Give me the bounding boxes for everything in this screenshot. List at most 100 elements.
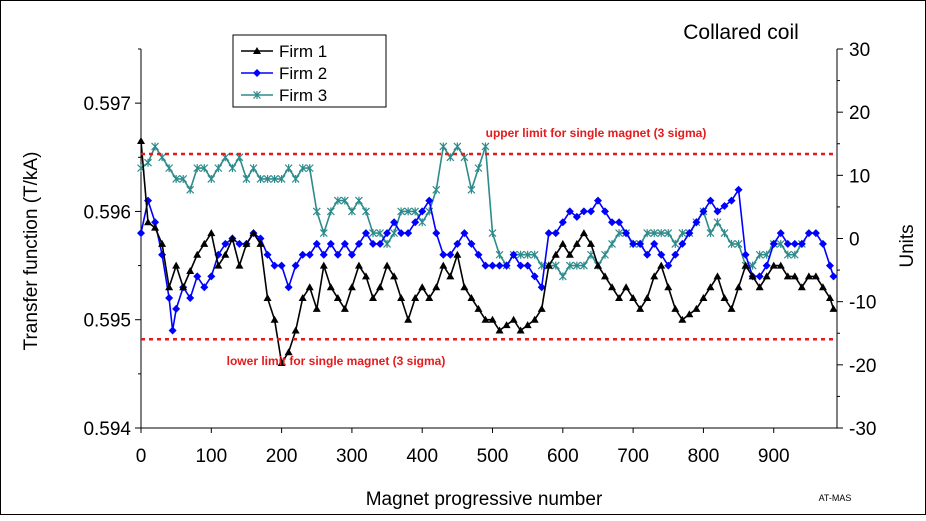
data-point xyxy=(692,218,701,227)
data-point xyxy=(165,283,174,291)
data-point xyxy=(544,261,553,269)
data-point xyxy=(488,261,497,270)
data-point xyxy=(221,250,230,258)
data-point xyxy=(692,304,701,312)
data-point xyxy=(643,229,652,238)
data-point xyxy=(755,250,764,259)
legend-marker xyxy=(253,47,261,54)
data-point xyxy=(572,212,581,221)
data-point xyxy=(629,239,638,248)
data-point xyxy=(829,304,838,312)
data-point xyxy=(829,272,838,281)
x-axis-label: Magnet progressive number xyxy=(366,489,603,510)
data-point xyxy=(481,142,490,151)
y-tick-label: 0.595 xyxy=(83,311,131,332)
data-point xyxy=(593,196,602,205)
data-point xyxy=(762,272,771,280)
data-point xyxy=(467,239,476,248)
data-point xyxy=(319,261,328,269)
data-point xyxy=(530,250,539,259)
data-point xyxy=(333,196,342,205)
data-point xyxy=(671,304,680,312)
data-point xyxy=(811,229,820,238)
data-point xyxy=(460,283,469,291)
data-point xyxy=(537,283,546,292)
data-point xyxy=(137,137,145,145)
legend: Firm 1 Firm 2 Firm 3 xyxy=(232,34,387,108)
data-point xyxy=(664,229,673,238)
data-point xyxy=(242,239,251,247)
x-tick-label: 100 xyxy=(195,446,227,467)
footer-label: AT-MAS xyxy=(819,493,852,503)
x-tick-label: 600 xyxy=(547,446,579,467)
data-point xyxy=(734,283,743,291)
data-point xyxy=(390,229,399,238)
data-point xyxy=(495,261,504,270)
data-point xyxy=(727,196,736,205)
data-point xyxy=(383,229,392,238)
data-point xyxy=(168,326,177,335)
data-point xyxy=(636,239,645,248)
data-point xyxy=(741,250,750,259)
data-point xyxy=(790,239,799,248)
data-point xyxy=(397,229,406,238)
data-point xyxy=(333,294,342,302)
data-point xyxy=(706,229,715,238)
data-point xyxy=(172,174,181,183)
x-tick-label: 400 xyxy=(406,446,438,467)
data-point xyxy=(706,196,715,205)
data-point xyxy=(186,185,195,194)
data-point xyxy=(228,164,237,173)
data-point xyxy=(298,164,307,173)
data-point xyxy=(432,185,441,194)
data-point xyxy=(347,283,356,291)
data-point xyxy=(193,272,202,281)
series-2 xyxy=(137,185,838,335)
data-point xyxy=(671,239,680,248)
data-point xyxy=(572,261,581,270)
data-point xyxy=(390,218,399,227)
y2-tick-label: 10 xyxy=(849,166,870,187)
data-point xyxy=(312,304,321,312)
data-point xyxy=(579,229,588,237)
data-point xyxy=(453,142,462,151)
legend-entry: Firm 2 xyxy=(241,64,327,83)
data-point xyxy=(523,261,532,270)
chart-title: Collared coil xyxy=(683,21,799,44)
data-point xyxy=(755,272,764,281)
x-tick-label: 800 xyxy=(688,446,720,467)
legend-marker xyxy=(253,91,261,99)
data-point xyxy=(312,239,321,248)
data-point xyxy=(741,261,750,269)
data-point xyxy=(319,250,328,259)
data-point xyxy=(558,218,567,227)
data-point xyxy=(397,294,406,302)
data-point xyxy=(685,310,694,318)
data-point xyxy=(186,266,195,274)
data-point xyxy=(783,239,792,248)
data-point xyxy=(720,294,729,302)
data-point xyxy=(467,185,476,194)
data-point xyxy=(347,207,356,216)
data-point xyxy=(383,239,391,248)
data-point xyxy=(544,229,553,238)
data-point xyxy=(256,174,265,183)
data-point xyxy=(565,250,574,258)
data-point xyxy=(235,239,244,248)
data-point xyxy=(270,174,279,183)
data-point xyxy=(340,239,349,248)
data-point xyxy=(355,196,363,205)
data-point xyxy=(495,326,504,334)
data-point xyxy=(804,272,813,280)
data-point xyxy=(207,272,216,281)
data-point xyxy=(298,250,307,259)
data-point xyxy=(579,207,588,216)
data-point xyxy=(326,283,335,291)
series-1 xyxy=(137,137,838,367)
y-tick-label: 0.597 xyxy=(83,94,131,115)
data-point xyxy=(615,229,623,238)
data-point xyxy=(516,326,525,334)
data-point xyxy=(537,304,546,312)
